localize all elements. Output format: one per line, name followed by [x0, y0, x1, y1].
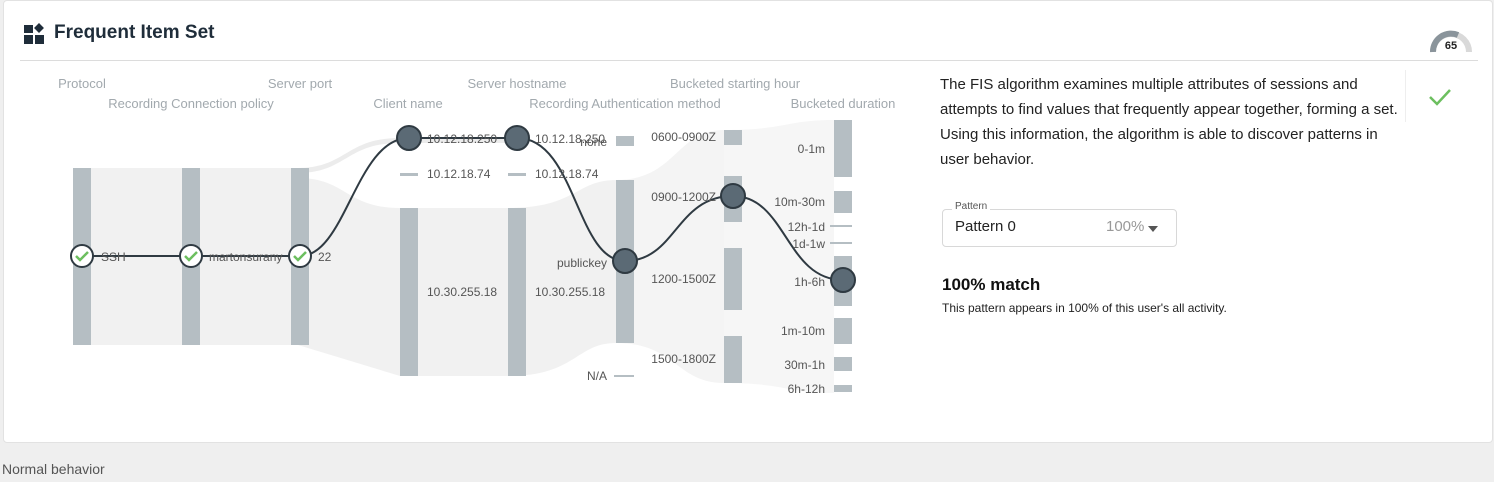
score-gauge: 65	[1428, 22, 1474, 56]
column-header-client-name: Client name	[373, 96, 442, 111]
node-label-ssh: SSH	[101, 250, 126, 264]
node-label-duration-10m-30m: 10m-30m	[774, 195, 825, 209]
node-label-auth-na: N/A	[587, 369, 607, 383]
node-label-client-10-12-18-250: 10.12.18.250	[427, 132, 497, 146]
node-label-hour-1500-1800z: 1500-1800Z	[651, 352, 716, 366]
node-label-client-10-12-18-74: 10.12.18.74	[427, 167, 491, 181]
selected-node-client[interactable]	[396, 125, 422, 151]
divider	[1405, 70, 1406, 122]
match-title: 100% match	[942, 275, 1041, 294]
node-label-host-10-12-18-74: 10.12.18.74	[535, 167, 599, 181]
node-bar-duration-6h-12h	[834, 385, 852, 392]
node-label-client-10-30-255-18: 10.30.255.18	[427, 285, 497, 299]
node-label-duration-6h-12h: 6h-12h	[788, 382, 825, 396]
dashboard-widgets-icon	[24, 23, 44, 44]
selected-node-port-22-check[interactable]	[288, 244, 312, 268]
node-label-hour-0600-0900z: 0600-0900Z	[651, 130, 716, 144]
selected-node-auth[interactable]	[612, 248, 638, 274]
column-header-server-port: Server port	[268, 76, 333, 91]
node-bar-duration-30m-1h	[834, 357, 852, 371]
chevron-down-icon[interactable]	[1148, 226, 1158, 232]
pattern-select[interactable]: Pattern Pattern 0 100%	[942, 201, 1177, 247]
node-bar-host-10-30-255-18	[508, 208, 526, 376]
match-subtitle: This pattern appears in 100% of this use…	[942, 301, 1227, 315]
fis-description: The FIS algorithm examines multiple attr…	[940, 76, 1398, 168]
node-label-duration-1h-6h: 1h-6h	[794, 275, 825, 289]
selected-node-martonsurany-check[interactable]	[179, 244, 203, 268]
node-label-host-10-30-255-18: 10.30.255.18	[535, 285, 605, 299]
node-label-duration-12h-1d: 12h-1d	[788, 220, 825, 234]
score-value: 65	[1444, 40, 1458, 52]
selected-node-duration[interactable]	[830, 267, 856, 293]
node-bar-hour-1200-1500z	[724, 248, 742, 310]
selected-node-hour[interactable]	[720, 183, 746, 209]
footer-label: Normal behavior	[2, 461, 105, 477]
gauge-icon	[1429, 30, 1472, 53]
node-label-port-22: 22	[318, 250, 332, 264]
node-bar-client-10-30-255-18	[400, 208, 418, 376]
column-header-protocol: Protocol	[58, 76, 106, 91]
selected-node-ssh-check[interactable]	[70, 244, 94, 268]
node-bar-duration-1m-10m	[834, 318, 852, 344]
column-header-duration: Bucketed duration	[791, 96, 896, 111]
node-bar-hour-0600-0900z	[724, 130, 742, 145]
node-label-duration-30m-1h: 30m-1h	[784, 358, 825, 372]
node-bar-duration-10m-30m	[834, 191, 852, 213]
node-label-martonsurany: martonsurany	[209, 250, 282, 264]
selected-node-hostname[interactable]	[504, 125, 530, 151]
node-label-duration-0-1m: 0-1m	[798, 142, 825, 156]
pattern-select-label: Pattern	[952, 201, 991, 212]
node-label-host-10-12-18-250: 10.12.18.250	[535, 132, 605, 146]
node-bar-duration-0-1m	[834, 120, 852, 177]
node-label-auth-none: none	[580, 135, 607, 149]
pattern-select-percent: 100%	[1106, 218, 1145, 235]
card-header: Frequent Item Set 65	[20, 15, 1478, 61]
node-label-duration-1m-10m: 1m-10m	[781, 324, 825, 338]
column-header-server-hostname: Server hostname	[468, 76, 567, 91]
fis-sankey-diagram: Protocol Recording Connection policy Ser…	[58, 76, 896, 396]
node-bar-hour-1500-1800z	[724, 336, 742, 383]
column-header-connection-policy: Recording Connection policy	[108, 96, 274, 111]
card-title: Frequent Item Set	[54, 22, 215, 43]
node-label-hour-0900-1200z: 0900-1200Z	[651, 190, 716, 204]
column-header-authentication-method: Recording Authentication method	[529, 96, 721, 111]
node-label-auth-publickey: publickey	[557, 256, 607, 270]
pattern-select-value: Pattern 0	[955, 218, 1016, 235]
node-bar-auth-none	[616, 136, 634, 146]
column-header-starting-hour: Bucketed starting hour	[670, 76, 801, 91]
check-icon[interactable]	[1427, 84, 1453, 110]
node-label-duration-1d-1w: 1d-1w	[792, 237, 825, 251]
node-label-hour-1200-1500z: 1200-1500Z	[651, 272, 716, 286]
